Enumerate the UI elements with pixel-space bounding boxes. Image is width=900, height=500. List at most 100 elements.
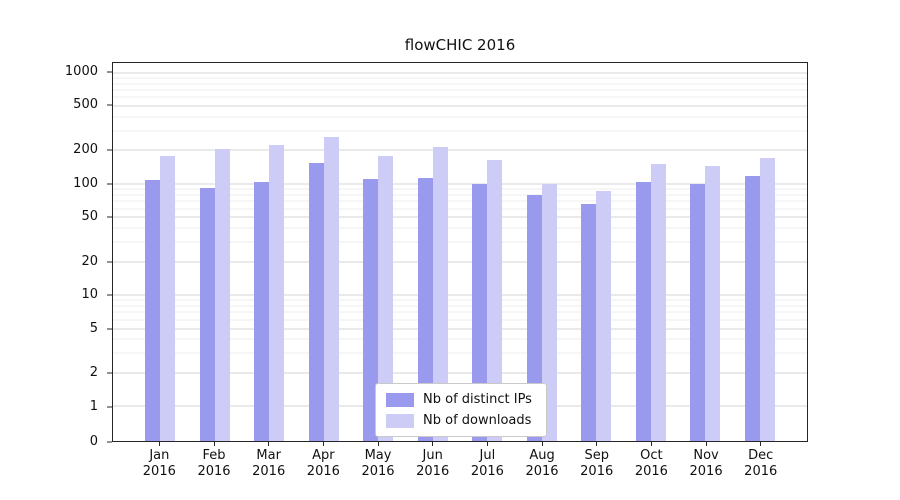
bar-group-mar: [242, 63, 297, 441]
x-tick-mark: [705, 442, 707, 446]
bar: [269, 144, 285, 441]
x-tick-year: 2016: [634, 464, 668, 479]
y-tick-label: 100: [73, 175, 98, 191]
x-tick-mark: [596, 442, 598, 446]
bar: [581, 203, 597, 441]
x-tick-jun: Jun 2016: [405, 442, 460, 480]
gridline: [113, 83, 807, 85]
x-tick-year: 2016: [306, 464, 340, 479]
gridline: [113, 305, 807, 307]
x-tick-year: 2016: [142, 464, 176, 479]
x-tick-mark: [158, 442, 160, 446]
x-tick-may: May 2016: [351, 442, 406, 480]
gridline: [113, 188, 807, 190]
gridline: [113, 77, 807, 79]
x-tick-month: Apr: [312, 448, 335, 463]
x-tick-nov: Nov 2016: [679, 442, 734, 480]
x-tick-year: 2016: [525, 464, 559, 479]
x-tick-sep: Sep 2016: [569, 442, 624, 480]
gridline: [113, 294, 807, 296]
legend-label: Nb of distinct IPs: [423, 392, 532, 407]
bar-group-may: [351, 63, 406, 441]
bar: [472, 183, 488, 441]
legend-entry: Nb of distinct IPs: [386, 392, 532, 407]
x-tick-year: 2016: [197, 464, 231, 479]
x-tick-mark: [377, 442, 379, 446]
bar: [705, 166, 721, 441]
x-tick-year: 2016: [470, 464, 504, 479]
x-tick-month: May: [364, 448, 392, 463]
y-tick-label: 0: [89, 434, 98, 449]
x-tick-month: Feb: [202, 448, 226, 463]
gridline: [113, 200, 807, 202]
x-tick-year: 2016: [580, 464, 614, 479]
gridline: [113, 241, 807, 243]
bar-group-nov: [678, 63, 733, 441]
x-tick-apr: Apr 2016: [296, 442, 351, 480]
y-tick-mark: [107, 328, 112, 330]
gridline: [113, 216, 807, 218]
bar-group-dec: [733, 63, 788, 441]
x-tick-mark: [322, 442, 324, 446]
gridline: [113, 116, 807, 118]
x-tick-dec: Dec 2016: [733, 442, 788, 480]
x-tick-year: 2016: [361, 464, 395, 479]
bar: [487, 159, 503, 441]
x-tick-oct: Oct 2016: [624, 442, 679, 480]
legend-label: Nb of downloads: [423, 413, 532, 428]
x-tick-mark: [541, 442, 543, 446]
legend-swatch: [386, 392, 414, 407]
x-tick-aug: Aug 2016: [515, 442, 570, 480]
bar: [254, 182, 270, 441]
gridline: [113, 130, 807, 132]
y-tick-label: 500: [73, 97, 98, 113]
y-tick-label: 1000: [64, 63, 98, 79]
bar: [214, 148, 230, 441]
y-tick-mark: [107, 406, 112, 408]
gridline: [113, 372, 807, 374]
x-tick-mark: [650, 442, 652, 446]
x-tick-mar: Mar 2016: [241, 442, 296, 480]
bar: [744, 175, 760, 441]
bar: [635, 182, 651, 441]
gridline: [113, 299, 807, 301]
y-tick-label: 5: [89, 320, 98, 336]
gridline: [113, 89, 807, 91]
x-tick-year: 2016: [744, 464, 778, 479]
bar-group-aug: [515, 63, 570, 441]
gridline: [113, 96, 807, 98]
y-tick-label: 1: [89, 399, 98, 415]
bar-group-sep: [569, 63, 624, 441]
bar: [690, 183, 706, 441]
y-tick-mark: [107, 71, 112, 73]
y-tick-mark: [107, 372, 112, 374]
gridline: [113, 261, 807, 263]
x-tick-feb: Feb 2016: [187, 442, 242, 480]
bar: [323, 137, 339, 441]
bar: [526, 194, 542, 441]
gridline: [113, 183, 807, 185]
y-tick-mark: [107, 104, 112, 106]
chart-title: flowCHIC 2016: [404, 36, 516, 54]
y-tick-label: 20: [81, 253, 98, 269]
x-tick-mark: [432, 442, 434, 446]
x-tick-mark: [486, 442, 488, 446]
x-axis: Jan 2016 Feb 2016 Mar 2016 Apr 2016 May 2016 Jun 20…: [112, 442, 808, 480]
y-tick-mark: [107, 441, 112, 443]
y-tick-mark: [107, 294, 112, 296]
bar: [363, 179, 379, 441]
x-tick-month: Dec: [748, 448, 774, 463]
gridline: [113, 105, 807, 107]
bar-group-jun: [406, 63, 461, 441]
y-axis: 0 1 2 5 10 20 50 100 200 500 1000: [0, 62, 112, 449]
x-tick-jan: Jan 2016: [132, 442, 187, 480]
plot-area: Nb of distinct IPs Nb of downloads: [112, 62, 808, 442]
bar-group-oct: [624, 63, 679, 441]
bars-container: [113, 63, 807, 441]
legend-entry: Nb of downloads: [386, 413, 532, 428]
bar: [199, 187, 215, 441]
x-tick-month: Jun: [422, 448, 443, 463]
y-tick-mark: [107, 183, 112, 185]
y-tick-mark: [107, 149, 112, 151]
x-tick-month: Mar: [256, 448, 281, 463]
